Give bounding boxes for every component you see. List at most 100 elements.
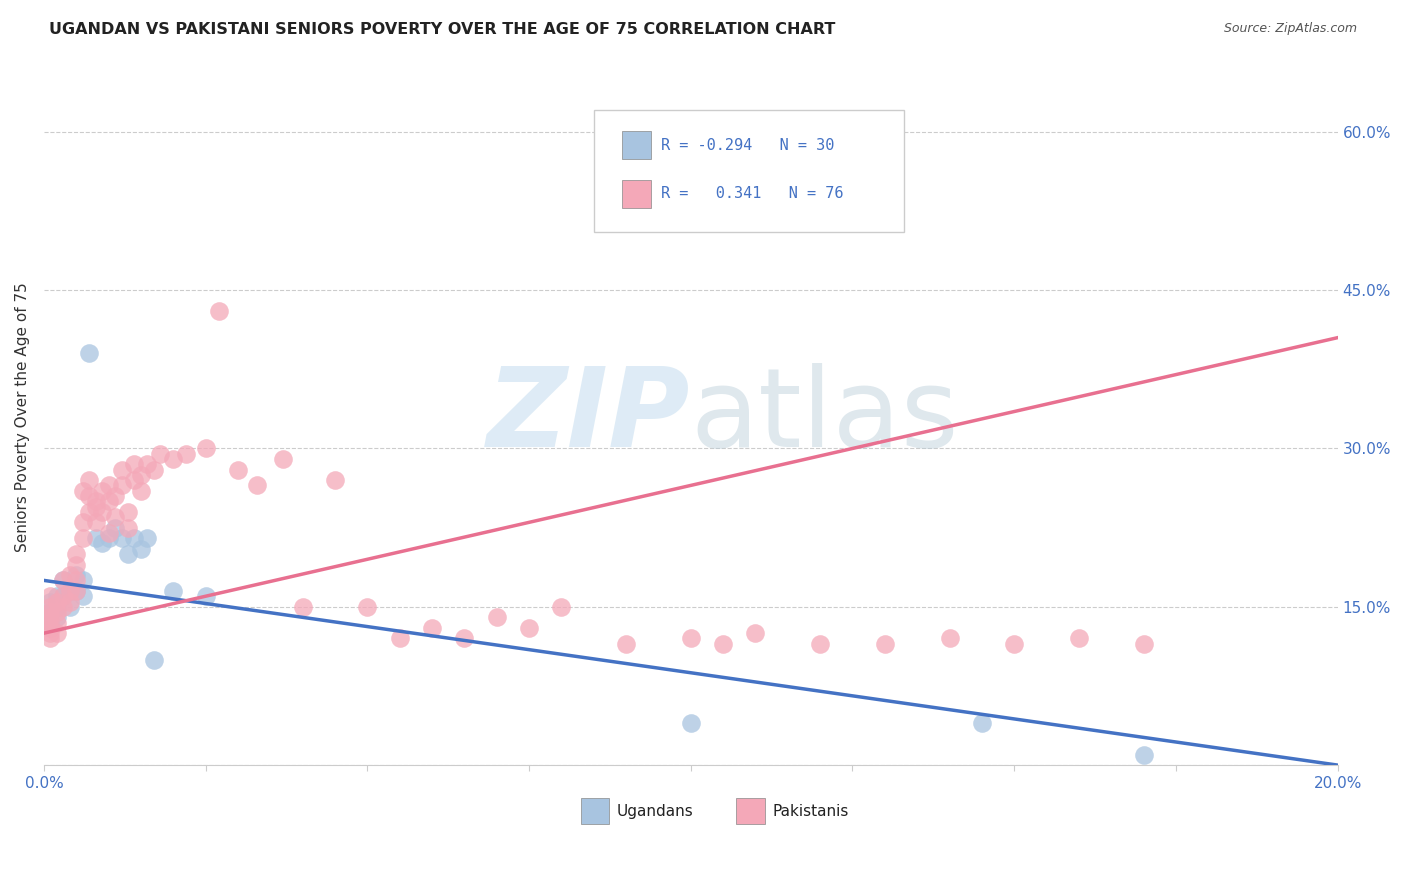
Point xyxy=(97,478,120,492)
Point xyxy=(72,589,94,603)
Text: Ugandans: Ugandans xyxy=(617,804,693,819)
Point xyxy=(453,632,475,646)
Point xyxy=(84,516,107,530)
Text: Pakistanis: Pakistanis xyxy=(772,804,849,819)
Point xyxy=(77,489,100,503)
Point xyxy=(72,516,94,530)
Point xyxy=(77,505,100,519)
Point xyxy=(614,637,637,651)
Text: ZIP: ZIP xyxy=(488,363,690,470)
Point xyxy=(65,568,87,582)
Point xyxy=(420,621,443,635)
Point xyxy=(124,458,146,472)
Point xyxy=(52,589,75,603)
Point xyxy=(808,637,831,651)
Point xyxy=(65,547,87,561)
Point xyxy=(129,467,152,482)
Point xyxy=(77,346,100,360)
Point xyxy=(1132,747,1154,762)
Point xyxy=(52,599,75,614)
Text: R =   0.341   N = 76: R = 0.341 N = 76 xyxy=(661,186,844,202)
Point xyxy=(142,652,165,666)
Point xyxy=(323,473,346,487)
Point xyxy=(39,615,62,630)
Point xyxy=(65,558,87,572)
Point xyxy=(39,621,62,635)
Text: Source: ZipAtlas.com: Source: ZipAtlas.com xyxy=(1223,22,1357,36)
Text: R = -0.294   N = 30: R = -0.294 N = 30 xyxy=(661,137,834,153)
Point xyxy=(117,505,139,519)
Point xyxy=(39,605,62,619)
Point xyxy=(149,447,172,461)
Point xyxy=(873,637,896,651)
Point xyxy=(744,626,766,640)
Point xyxy=(59,584,82,599)
Point xyxy=(39,594,62,608)
Point xyxy=(59,584,82,599)
Point xyxy=(485,610,508,624)
Y-axis label: Seniors Poverty Over the Age of 75: Seniors Poverty Over the Age of 75 xyxy=(15,282,30,551)
Point xyxy=(39,610,62,624)
Point xyxy=(104,489,127,503)
Point xyxy=(104,510,127,524)
Point xyxy=(45,599,67,614)
Point xyxy=(45,615,67,630)
FancyBboxPatch shape xyxy=(593,111,904,232)
Point xyxy=(938,632,960,646)
Point xyxy=(97,531,120,545)
Bar xyxy=(623,180,651,208)
Point xyxy=(356,599,378,614)
Bar xyxy=(581,797,609,824)
Point xyxy=(117,521,139,535)
Point xyxy=(142,462,165,476)
Point xyxy=(162,584,184,599)
Point xyxy=(45,594,67,608)
Point xyxy=(39,626,62,640)
Point xyxy=(291,599,314,614)
Point xyxy=(84,500,107,514)
Point xyxy=(77,473,100,487)
Point xyxy=(84,494,107,508)
Point xyxy=(129,483,152,498)
Point xyxy=(39,615,62,630)
Point xyxy=(271,452,294,467)
Point xyxy=(39,605,62,619)
Point xyxy=(45,610,67,624)
Point xyxy=(65,584,87,599)
Point xyxy=(388,632,411,646)
Point xyxy=(59,568,82,582)
Point xyxy=(84,531,107,545)
Point xyxy=(72,483,94,498)
Bar xyxy=(623,131,651,159)
Point xyxy=(59,594,82,608)
Point xyxy=(104,521,127,535)
Point xyxy=(207,304,229,318)
Point xyxy=(246,478,269,492)
Point xyxy=(174,447,197,461)
Point xyxy=(129,541,152,556)
Text: UGANDAN VS PAKISTANI SENIORS POVERTY OVER THE AGE OF 75 CORRELATION CHART: UGANDAN VS PAKISTANI SENIORS POVERTY OVE… xyxy=(49,22,835,37)
Point xyxy=(194,442,217,456)
Point xyxy=(1067,632,1090,646)
Point xyxy=(117,547,139,561)
Point xyxy=(110,531,132,545)
Point xyxy=(52,574,75,588)
Point xyxy=(97,494,120,508)
Point xyxy=(52,589,75,603)
Point xyxy=(39,589,62,603)
Point xyxy=(45,605,67,619)
Point xyxy=(124,473,146,487)
Point xyxy=(162,452,184,467)
Point xyxy=(110,462,132,476)
Bar xyxy=(737,797,765,824)
Point xyxy=(1002,637,1025,651)
Point xyxy=(65,574,87,588)
Point xyxy=(52,574,75,588)
Point xyxy=(194,589,217,603)
Point xyxy=(39,632,62,646)
Point xyxy=(711,637,734,651)
Point xyxy=(136,458,159,472)
Point xyxy=(550,599,572,614)
Point xyxy=(91,483,114,498)
Point xyxy=(97,525,120,540)
